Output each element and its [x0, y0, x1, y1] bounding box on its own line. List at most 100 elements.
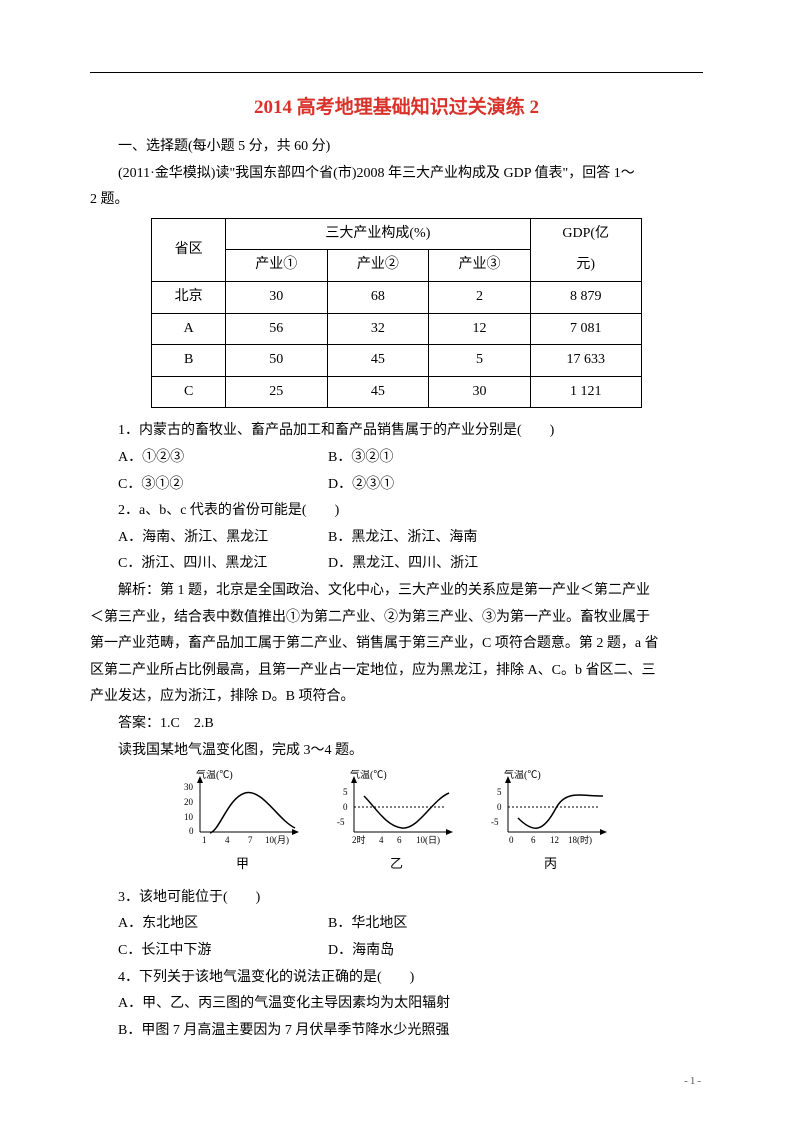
table-row: A 56 32 12 7 081 — [152, 313, 641, 345]
q1-row-ab: A．①②③ B．③②① — [90, 445, 703, 472]
th-gdp-1: GDP(亿 — [530, 218, 641, 250]
q1-opt-c: C．③①② — [90, 472, 300, 499]
svg-text:1: 1 — [202, 835, 207, 845]
chart-jia: 气温(℃) 30 20 10 0 1 4 7 10(月) 甲 — [178, 770, 308, 877]
cell: 5 — [429, 345, 531, 377]
chart-caption: 丙 — [486, 852, 616, 877]
svg-text:-5: -5 — [491, 817, 499, 827]
svg-text:5: 5 — [343, 787, 348, 797]
analysis-3: 第一产业范畴，畜产品加工属于第二产业、销售属于第三产业，C 项符合题意。第 2 … — [90, 631, 703, 658]
charts-row: 气温(℃) 30 20 10 0 1 4 7 10(月) 甲 气温(℃) 5 — [90, 770, 703, 877]
q3-stem: 3．该地可能位于( ) — [90, 885, 703, 912]
ylabel: 气温(℃) — [350, 770, 387, 781]
q2-stem: 2．a、b、c 代表的省份可能是( ) — [90, 498, 703, 525]
cell: B — [152, 345, 226, 377]
cell: 7 081 — [530, 313, 641, 345]
cell: 30 — [226, 282, 328, 314]
page-title: 2014 高考地理基础知识过关演练 2 — [90, 90, 703, 126]
svg-text:30: 30 — [184, 782, 194, 792]
table-row: 产业① 产业② 产业③ 元) — [152, 250, 641, 282]
svg-text:-5: -5 — [337, 817, 345, 827]
cell: 68 — [327, 282, 429, 314]
q3-opt-a: A．东北地区 — [90, 911, 300, 938]
q3-row-cd: C．长江中下游 D．海南岛 — [90, 938, 703, 965]
th-group: 三大产业构成(%) — [226, 218, 531, 250]
cell: 8 879 — [530, 282, 641, 314]
svg-text:2时: 2时 — [352, 834, 366, 845]
curve — [364, 793, 449, 828]
q3-opt-b: B．华北地区 — [300, 911, 407, 938]
q4-stem: 4．下列关于该地气温变化的说法正确的是( ) — [90, 965, 703, 992]
cell: 30 — [429, 376, 531, 408]
q4-opt-b: B．甲图 7 月高温主要因为 7 月伏旱季节降水少光照强 — [90, 1018, 703, 1045]
q2-opt-c: C．浙江、四川、黑龙江 — [90, 551, 300, 578]
q1-opt-d: D．②③① — [300, 472, 394, 499]
analysis-4: 区第二产业所占比例最高，且第一产业占一定地位，应为黑龙江，排除 A、C。b 省区… — [90, 658, 703, 685]
cell: 25 — [226, 376, 328, 408]
cell: C — [152, 376, 226, 408]
cell: 2 — [429, 282, 531, 314]
svg-text:6: 6 — [397, 835, 402, 845]
q2-row-cd: C．浙江、四川、黑龙江 D．黑龙江、四川、浙江 — [90, 551, 703, 578]
q3-row-ab: A．东北地区 B．华北地区 — [90, 911, 703, 938]
industry-table: 省区 三大产业构成(%) GDP(亿 产业① 产业② 产业③ 元) 北京 30 … — [151, 218, 641, 409]
cell: 17 633 — [530, 345, 641, 377]
svg-text:20: 20 — [184, 797, 194, 807]
table-row: 北京 30 68 2 8 879 — [152, 282, 641, 314]
svg-text:10(月): 10(月) — [265, 835, 289, 845]
cell: 1 121 — [530, 376, 641, 408]
cell: 45 — [327, 345, 429, 377]
svg-text:10(日): 10(日) — [416, 835, 440, 845]
svg-text:7: 7 — [248, 835, 253, 845]
analysis-5: 产业发达，应为浙江，排除 D。B 项符合。 — [90, 684, 703, 711]
svg-text:0: 0 — [189, 826, 194, 836]
answer-line: 答案：1.C 2.B — [90, 711, 703, 738]
q4-opt-a: A．甲、乙、丙三图的气温变化主导因素均为太阳辐射 — [90, 991, 703, 1018]
svg-text:0: 0 — [343, 802, 348, 812]
q3-opt-d: D．海南岛 — [300, 938, 394, 965]
intro-2: 读我国某地气温变化图，完成 3～4 题。 — [90, 738, 703, 765]
q1-stem: 1．内蒙古的畜牧业、畜产品加工和畜产品销售属于的产业分别是( ) — [90, 418, 703, 445]
th-p2: 产业② — [327, 250, 429, 282]
cell: 32 — [327, 313, 429, 345]
th-province: 省区 — [152, 218, 226, 281]
th-p1: 产业① — [226, 250, 328, 282]
q1-opt-b: B．③②① — [300, 445, 393, 472]
svg-text:18(时): 18(时) — [568, 834, 592, 845]
chart-caption: 乙 — [332, 852, 462, 877]
table-row: C 25 45 30 1 121 — [152, 376, 641, 408]
chart-caption: 甲 — [178, 852, 308, 877]
svg-text:0: 0 — [497, 802, 502, 812]
cell: 北京 — [152, 282, 226, 314]
svg-text:6: 6 — [531, 835, 536, 845]
top-rule — [90, 72, 703, 73]
cell: 45 — [327, 376, 429, 408]
q2-opt-b: B．黑龙江、浙江、海南 — [300, 525, 477, 552]
curve — [518, 795, 603, 828]
q1-row-cd: C．③①② D．②③① — [90, 472, 703, 499]
section-heading: 一、选择题(每小题 5 分，共 60 分) — [90, 134, 703, 161]
cell: 56 — [226, 313, 328, 345]
table-row: B 50 45 5 17 633 — [152, 345, 641, 377]
svg-text:5: 5 — [497, 787, 502, 797]
q2-opt-a: A．海南、浙江、黑龙江 — [90, 525, 300, 552]
curve — [210, 793, 295, 834]
th-gdp-2: 元) — [530, 250, 641, 282]
analysis-1: 解析：第 1 题，北京是全国政治、文化中心，三大产业的关系应是第一产业＜第二产业 — [90, 578, 703, 605]
q3-opt-c: C．长江中下游 — [90, 938, 300, 965]
ylabel: 气温(℃) — [504, 770, 541, 781]
intro-line-2: 2 题。 — [90, 187, 703, 214]
ylabel: 气温(℃) — [196, 770, 233, 781]
svg-text:0: 0 — [509, 835, 514, 845]
svg-text:4: 4 — [379, 835, 384, 845]
th-p3: 产业③ — [429, 250, 531, 282]
intro-line-1: (2011·金华模拟)读"我国东部四个省(市)2008 年三大产业构成及 GDP… — [90, 161, 703, 188]
chart-bing: 气温(℃) 5 0 -5 0 6 12 18(时) 丙 — [486, 770, 616, 877]
chart-yi: 气温(℃) 5 0 -5 2时 4 6 10(日) 乙 — [332, 770, 462, 877]
svg-text:4: 4 — [225, 835, 230, 845]
svg-text:10: 10 — [184, 812, 194, 822]
q2-row-ab: A．海南、浙江、黑龙江 B．黑龙江、浙江、海南 — [90, 525, 703, 552]
table-row: 省区 三大产业构成(%) GDP(亿 — [152, 218, 641, 250]
cell: 50 — [226, 345, 328, 377]
q1-opt-a: A．①②③ — [90, 445, 300, 472]
